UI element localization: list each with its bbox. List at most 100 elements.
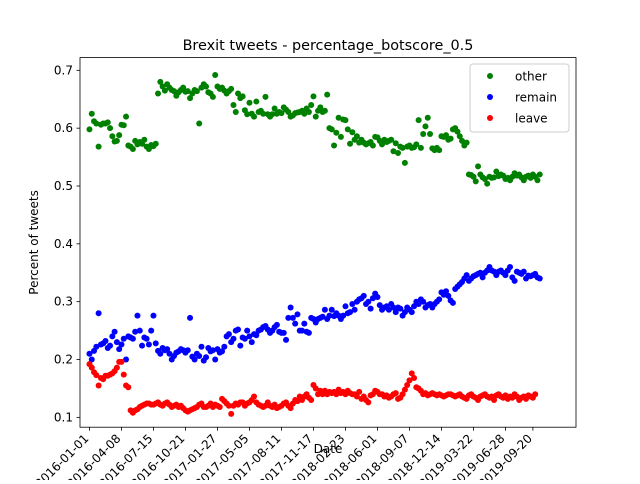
- point-remain: [390, 304, 397, 311]
- point-remain: [401, 309, 408, 316]
- point-remain: [191, 356, 198, 363]
- point-other: [342, 117, 349, 124]
- point-remain: [415, 301, 422, 307]
- point-other: [333, 129, 340, 136]
- point-leave: [491, 397, 498, 404]
- point-leave: [356, 388, 363, 395]
- point-leave: [294, 398, 301, 405]
- point-other: [331, 142, 338, 149]
- point-remain: [244, 327, 251, 334]
- legend-label-remain: remain: [515, 91, 557, 105]
- point-remain: [411, 303, 418, 310]
- point-other: [244, 111, 251, 118]
- point-remain: [443, 288, 450, 295]
- point-remain: [342, 303, 349, 310]
- point-other: [388, 136, 395, 143]
- x-axis: 2016-01-012016-04-082016-07-152016-10-21…: [32, 427, 535, 484]
- point-other: [415, 117, 422, 124]
- point-other: [88, 110, 95, 117]
- point-other: [344, 126, 351, 133]
- point-other: [427, 130, 434, 137]
- point-remain: [184, 347, 191, 354]
- point-other: [129, 145, 136, 152]
- y-tick-label: 0.3: [54, 295, 73, 309]
- point-leave: [365, 399, 372, 406]
- point-other: [232, 108, 239, 115]
- point-leave: [251, 393, 258, 400]
- point-other: [328, 126, 335, 133]
- point-other: [399, 144, 406, 151]
- point-other: [271, 105, 278, 112]
- point-leave: [408, 370, 415, 377]
- point-other: [193, 88, 200, 95]
- point-remain: [367, 305, 374, 312]
- point-other: [308, 102, 315, 109]
- point-leave: [118, 358, 125, 365]
- y-tick-label: 0.5: [54, 179, 73, 193]
- legend-box: [469, 63, 570, 133]
- point-remain: [449, 299, 456, 306]
- point-other: [120, 122, 127, 129]
- point-remain: [374, 294, 381, 301]
- point-remain: [340, 312, 347, 319]
- point-other: [157, 78, 164, 85]
- point-leave: [88, 364, 95, 371]
- point-remain: [143, 335, 150, 342]
- plot-frame: [79, 57, 577, 428]
- series-leave: [86, 358, 539, 417]
- point-remain: [294, 311, 301, 318]
- point-other: [324, 91, 331, 98]
- point-remain: [113, 339, 120, 346]
- point-remain: [212, 356, 219, 363]
- point-remain: [347, 309, 354, 316]
- point-remain: [102, 338, 109, 345]
- point-remain: [88, 356, 95, 363]
- point-remain: [248, 339, 255, 346]
- point-remain: [536, 275, 543, 282]
- point-leave: [308, 397, 315, 404]
- point-remain: [520, 268, 527, 275]
- point-remain: [321, 306, 328, 313]
- point-remain: [365, 298, 372, 305]
- point-other: [196, 120, 203, 127]
- point-remain: [319, 313, 326, 320]
- point-other: [152, 140, 159, 147]
- point-other: [278, 110, 285, 117]
- point-remain: [209, 347, 216, 354]
- point-other: [459, 137, 466, 144]
- point-remain: [392, 309, 399, 316]
- legend-marker-other: [487, 73, 493, 79]
- point-other: [463, 139, 470, 146]
- point-other: [472, 178, 479, 185]
- point-leave: [392, 390, 399, 397]
- point-remain: [225, 331, 232, 338]
- point-leave: [333, 391, 340, 398]
- point-remain: [237, 342, 244, 349]
- point-other: [285, 108, 292, 115]
- point-other: [456, 133, 463, 140]
- point-other: [390, 148, 397, 155]
- point-remain: [477, 269, 484, 276]
- point-other: [155, 90, 162, 97]
- point-other: [347, 140, 354, 147]
- point-other: [239, 93, 246, 100]
- y-tick-label: 0.6: [54, 121, 73, 135]
- point-remain: [196, 353, 203, 360]
- point-other: [305, 108, 312, 115]
- point-other: [95, 143, 102, 150]
- point-remain: [166, 350, 173, 357]
- point-remain: [349, 301, 356, 307]
- legend-marker-leave: [487, 115, 493, 121]
- point-remain: [109, 333, 116, 340]
- point-leave: [113, 364, 120, 371]
- point-remain: [221, 343, 228, 350]
- point-other: [203, 83, 210, 90]
- y-tick-label: 0.7: [54, 63, 73, 77]
- point-other: [312, 113, 319, 120]
- point-other: [401, 159, 408, 166]
- point-other: [379, 141, 386, 148]
- point-other: [301, 110, 308, 117]
- legend-label-other: other: [515, 70, 547, 84]
- x-axis-label: Date: [314, 442, 343, 456]
